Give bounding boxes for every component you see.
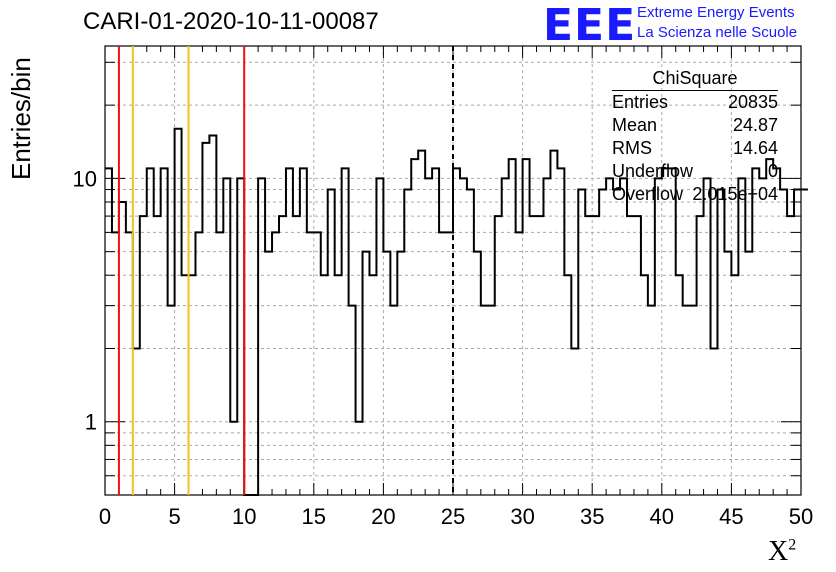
y-tick-label: 1 [85,410,97,435]
stats-label: Mean [612,115,658,135]
stats-row-underflow: Underflow 0 [612,160,778,183]
stats-row-overflow: Overflow 2.015e+04 [612,183,778,206]
stats-value: 24.87 [732,115,778,135]
x-tick-label: 35 [580,504,604,529]
y-tick-label: 10 [73,166,97,191]
chart-title: CARI-01-2020-10-11-00087 [83,8,379,35]
stats-value: 14.64 [732,138,778,158]
eee-logo-mark: EEE [543,0,637,51]
x-tick-label: 50 [789,504,813,529]
stats-label: Underflow [612,161,694,181]
x-tick-label: 30 [510,504,534,529]
stats-box: ChiSquare Entries 20835 Mean 24.87 RMS 1… [612,68,778,206]
stats-row-mean: Mean 24.87 [612,114,778,137]
x-tick-label: 0 [99,504,111,529]
stats-label: Overflow [612,184,684,204]
stats-value: 2.015e+04 [692,184,778,204]
stats-value: 20835 [727,92,778,112]
x-tick-label: 45 [719,504,743,529]
histogram-series [105,127,808,496]
x-tick-label: 15 [302,504,326,529]
x-tick-label: 5 [168,504,180,529]
x-tick-label: 40 [650,504,674,529]
stats-value: 0 [767,161,778,181]
stats-label: RMS [612,138,652,158]
x-tick-label: 25 [441,504,465,529]
logo-line-1: Extreme Energy Events [637,4,795,21]
stats-title: ChiSquare [612,68,778,91]
stats-label: Entries [612,92,669,112]
x-tick-label: 20 [371,504,395,529]
stats-row-entries: Entries 20835 [612,91,778,114]
stats-row-rms: RMS 14.64 [612,137,778,160]
x-tick-label: 10 [232,504,256,529]
logo-line-2: La Scienza nelle Scuole [637,24,798,41]
x-axis-label: X2 [768,536,797,567]
